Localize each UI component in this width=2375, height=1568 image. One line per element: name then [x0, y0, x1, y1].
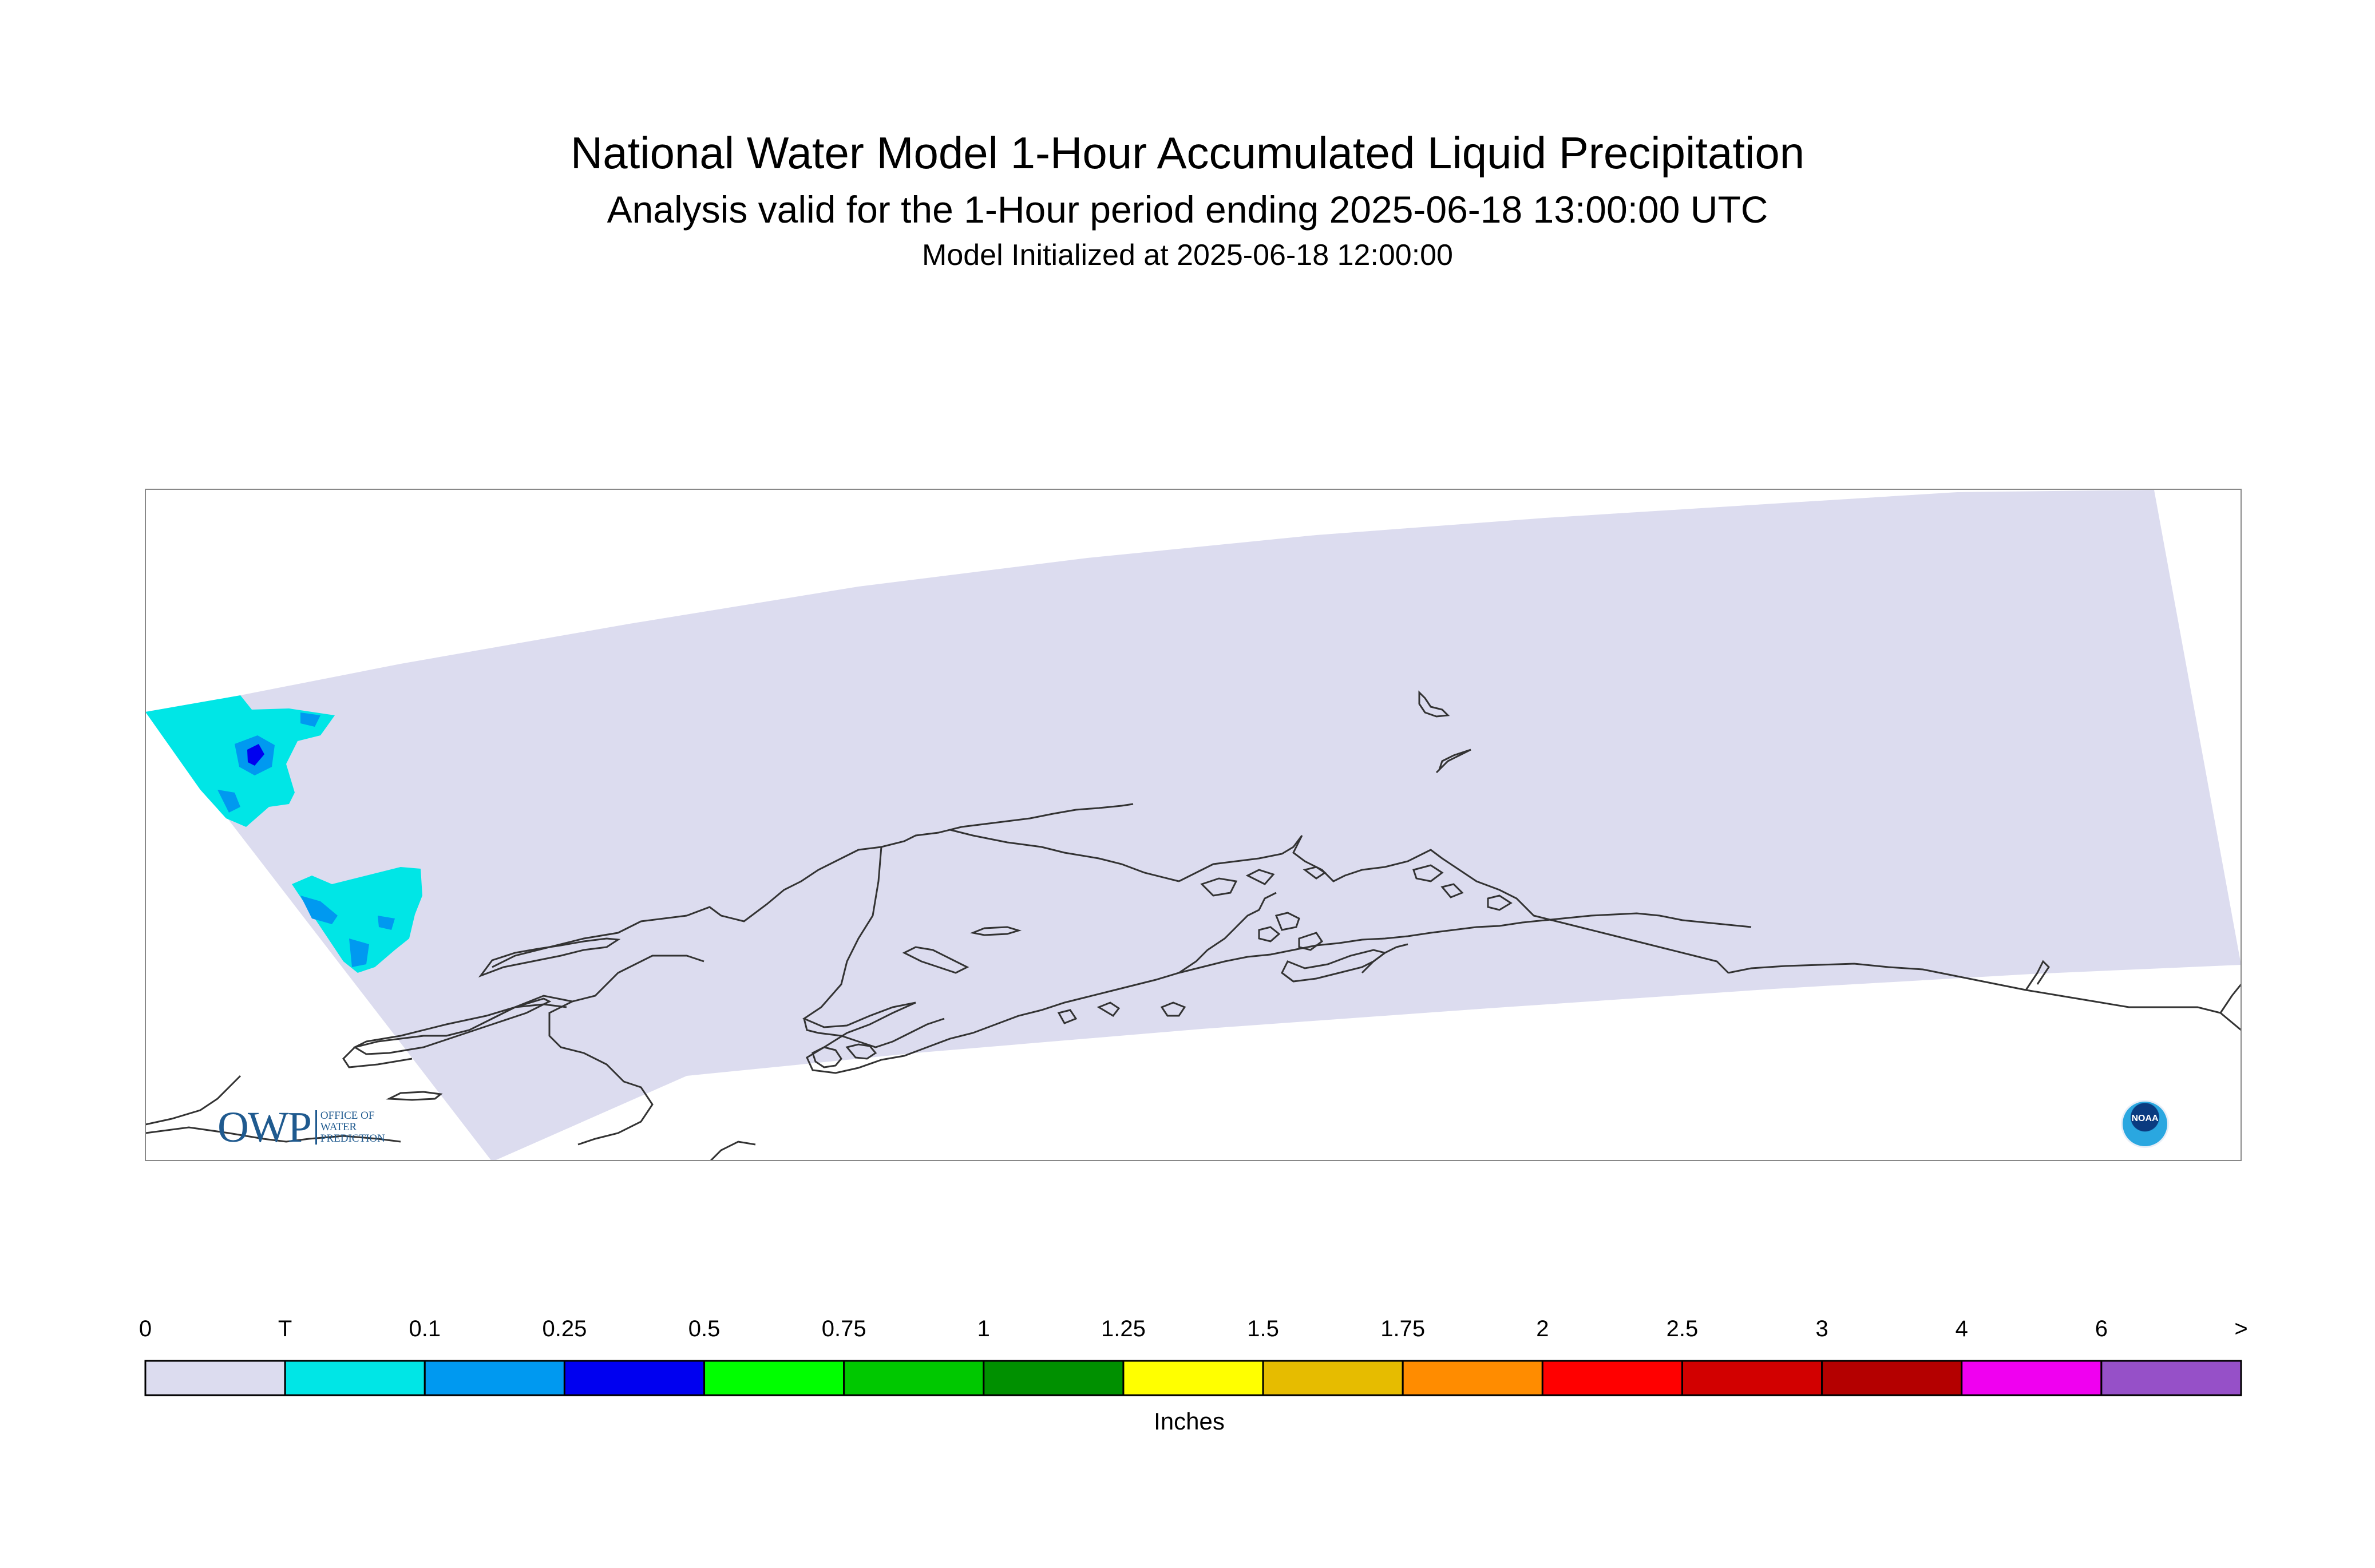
legend-tick-label: >	[2234, 1316, 2248, 1341]
owp-logo-line: PREDICTION	[320, 1133, 385, 1145]
legend-swatch	[1122, 1360, 1264, 1396]
owp-logo-line: WATER	[320, 1121, 357, 1133]
legend-tick-label: 2	[1536, 1316, 1549, 1341]
legend-colorbar	[144, 1360, 2242, 1396]
legend-tick-label: 0	[138, 1316, 152, 1341]
legend-tick-label: 3	[1815, 1316, 1828, 1341]
precip-area-southwest	[292, 867, 422, 973]
legend-swatch	[1541, 1360, 1683, 1396]
legend-swatch	[2100, 1360, 2242, 1396]
owp-logo-text: OFFICE OF WATER PREDICTION	[315, 1110, 385, 1145]
legend-tick-label: 1.75	[1380, 1316, 1426, 1341]
legend-swatch	[284, 1360, 426, 1396]
legend-tick-label: 0.5	[688, 1316, 721, 1341]
legend-tick-label: 2.5	[1666, 1316, 1699, 1341]
map-title: National Water Model 1-Hour Accumulated …	[570, 128, 1805, 178]
coastlines	[145, 690, 2241, 1161]
owp-logo-mark: OWP	[217, 1103, 312, 1151]
init-time-label: Model Initialized at 2025-06-18 12:00:00	[922, 239, 1453, 272]
model-domain	[145, 490, 2241, 1161]
legend-swatch	[563, 1360, 706, 1396]
legend-tick-label: 1.25	[1101, 1316, 1146, 1341]
legend-tick-label: 1.5	[1247, 1316, 1279, 1341]
legend-swatch	[423, 1360, 565, 1396]
noaa-logo-label: NOAA	[2131, 1114, 2159, 1123]
legend-unit-label: Inches	[1154, 1408, 1225, 1435]
legend-tick-label: T	[278, 1316, 292, 1341]
legend-swatch	[1402, 1360, 1543, 1396]
legend-swatch	[843, 1360, 985, 1396]
map-frame	[145, 489, 2242, 1161]
legend-tick-label: 0.1	[409, 1316, 441, 1341]
owp-logo: OWP OFFICE OF WATER PREDICTION	[217, 1103, 385, 1151]
legend-tick-label: 0.25	[542, 1316, 587, 1341]
owp-logo-line: OFFICE OF	[320, 1110, 375, 1122]
legend-swatch	[1961, 1360, 2103, 1396]
legend-tick-label: 0.75	[821, 1316, 866, 1341]
legend-swatch	[1262, 1360, 1404, 1396]
legend-swatch	[1681, 1360, 1823, 1396]
legend-tick-label: 4	[1955, 1316, 1968, 1341]
legend-swatch	[1821, 1360, 1963, 1396]
legend-swatch	[983, 1360, 1125, 1396]
map-subtitle: Analysis valid for the 1-Hour period end…	[607, 188, 1768, 231]
legend-tick-label: 6	[2095, 1316, 2108, 1341]
noaa-logo	[2121, 1100, 2169, 1148]
legend-swatch	[703, 1360, 845, 1396]
legend-tick-label: 1	[977, 1316, 990, 1341]
legend-swatch	[144, 1360, 286, 1396]
precip-area-northwest	[145, 695, 335, 827]
